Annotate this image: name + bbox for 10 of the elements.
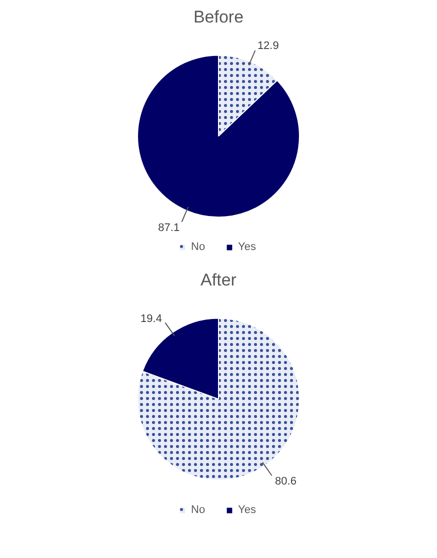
chart-title: Before — [193, 8, 244, 26]
chart-title: After — [200, 270, 237, 290]
legend-label: No — [191, 241, 206, 253]
data-label: 12.9 — [257, 40, 279, 52]
legend-label: Yes — [238, 241, 257, 253]
data-label: 19.4 — [140, 312, 162, 325]
data-label: 87.1 — [158, 222, 180, 234]
legend-label: No — [191, 504, 206, 516]
legend-label: Yes — [238, 504, 257, 516]
data-label: 80.6 — [275, 475, 296, 488]
